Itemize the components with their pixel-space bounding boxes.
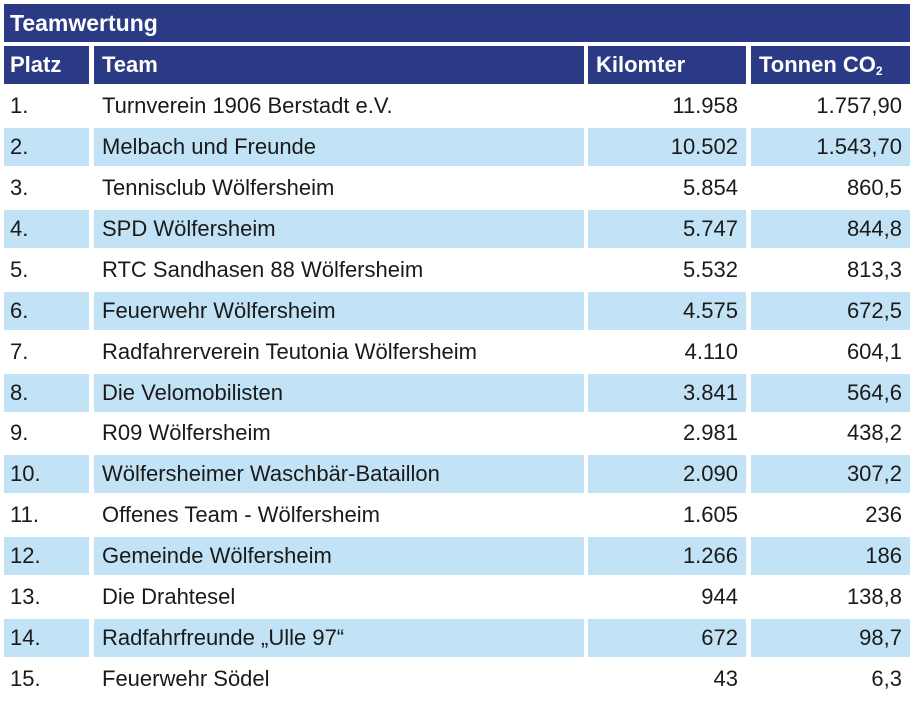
- cell-kilometer: 5.747: [588, 209, 746, 248]
- table-title: Teamwertung: [4, 4, 910, 42]
- cell-platz: 5.: [10, 256, 29, 282]
- cell-kilometer: 944: [701, 584, 738, 610]
- cell-platz: 15.: [10, 666, 41, 691]
- cell-platz: 1.: [10, 93, 29, 118]
- cell-platz: 9.: [10, 420, 29, 446]
- cell-tonnen-co2: 844,8: [751, 209, 910, 248]
- cell-platz: 4.: [4, 209, 89, 248]
- cell-kilometer: 5.854: [682, 174, 738, 200]
- cell-platz: 10.: [4, 455, 89, 494]
- table-row: 14. Radfahrfreunde „Ulle 97“ 672 98,7: [0, 619, 914, 660]
- header-platz: Platz: [4, 46, 89, 84]
- cell-tonnen-co2: 1.543,70: [751, 127, 910, 166]
- cell-tonnen-co2: 438,2: [846, 420, 902, 446]
- cell-kilometer: 4.110: [684, 338, 738, 364]
- cell-kilometer: 43: [713, 666, 738, 691]
- cell-platz: 2.: [4, 127, 89, 166]
- cell-tonnen-co2: 672,5: [751, 291, 910, 330]
- cell-tonnen-co2: 813,3: [846, 256, 902, 282]
- cell-team: Feuerwehr Södel: [102, 666, 270, 691]
- cell-team: Turnverein 1906 Berstadt e.V.: [102, 93, 393, 118]
- cell-platz: 12.: [4, 537, 89, 576]
- header-co2-label: Tonnen CO: [759, 52, 876, 77]
- cell-kilometer: 4.575: [588, 291, 746, 330]
- cell-tonnen-co2: 604,1: [846, 338, 902, 364]
- table-row: 3. Tennisclub Wölfersheim 5.854 860,5: [0, 169, 914, 210]
- table-row: 11. Offenes Team - Wölfersheim 1.605 236: [0, 496, 914, 537]
- cell-team: Gemeinde Wölfersheim: [94, 537, 584, 576]
- cell-team: Radfahrfreunde „Ulle 97“: [94, 619, 584, 658]
- cell-tonnen-co2: 6,3: [871, 666, 902, 691]
- cell-team: Tennisclub Wölfersheim: [102, 174, 335, 200]
- cell-tonnen-co2: 236: [865, 502, 902, 528]
- cell-tonnen-co2: 564,6: [751, 373, 910, 412]
- table-row: 12. Gemeinde Wölfersheim 1.266 186: [0, 537, 914, 578]
- table-row: 6. Feuerwehr Wölfersheim 4.575 672,5: [0, 291, 914, 333]
- cell-kilometer: 10.502: [588, 127, 746, 166]
- table-row: 10. Wölfersheimer Waschbär-Bataillon 2.090…: [0, 455, 914, 496]
- cell-kilometer: 2.981: [682, 420, 738, 446]
- table-header-row: Platz Team Kilomter Tonnen CO2: [0, 46, 914, 87]
- header-co2-subscript: 2: [875, 64, 883, 78]
- cell-team: Wölfersheimer Waschbär-Bataillon: [94, 455, 584, 494]
- cell-platz: 3.: [10, 174, 29, 200]
- cell-tonnen-co2: 1.757,90: [816, 93, 902, 118]
- cell-team: Melbach und Freunde: [94, 127, 584, 166]
- table-row: 4. SPD Wölfersheim 5.747 844,8: [0, 209, 914, 251]
- cell-platz: 7.: [10, 338, 29, 364]
- cell-tonnen-co2: 186: [751, 537, 910, 576]
- cell-platz: 13.: [10, 584, 41, 610]
- table-row: 8. Die Velomobilisten 3.841 564,6: [0, 373, 914, 415]
- cell-kilometer: 3.841: [588, 373, 746, 412]
- table-row: 5. RTC Sandhasen 88 Wölfersheim 5.532 813,3: [0, 251, 914, 292]
- cell-tonnen-co2: 98,7: [751, 619, 910, 658]
- table-row: 2. Melbach und Freunde 10.502 1.543,70: [0, 127, 914, 169]
- cell-kilometer: 1.605: [682, 502, 738, 528]
- header-kilometer: Kilomter: [588, 46, 746, 84]
- table-row: 15. Feuerwehr Södel 43 6,3: [0, 660, 914, 701]
- table-row: 1. Turnverein 1906 Berstadt e.V. 11.958 1.7…: [0, 87, 914, 128]
- cell-tonnen-co2: 138,8: [846, 584, 902, 610]
- table-row: 7. Radfahrerverein Teutonia Wölfersheim 4.…: [0, 333, 914, 374]
- cell-team: R09 Wölfersheim: [102, 420, 271, 446]
- table-row: 13. Die Drahtesel 944 138,8: [0, 578, 914, 619]
- cell-platz: 11.: [10, 502, 39, 528]
- cell-platz: 8.: [4, 373, 89, 412]
- cell-tonnen-co2: 860,5: [846, 174, 902, 200]
- cell-platz: 14.: [4, 619, 89, 658]
- cell-kilometer: 5.532: [682, 256, 738, 282]
- cell-team: Die Velomobilisten: [94, 373, 584, 412]
- cell-team: Feuerwehr Wölfersheim: [94, 291, 584, 330]
- cell-kilometer: 1.266: [588, 537, 746, 576]
- table-row: 9. R09 Wölfersheim 2.981 438,2: [0, 414, 914, 455]
- cell-kilometer: 672: [588, 619, 746, 658]
- header-team: Team: [94, 46, 584, 84]
- cell-kilometer: 11.958: [672, 93, 738, 118]
- cell-team: Die Drahtesel: [102, 584, 236, 610]
- cell-team: Radfahrerverein Teutonia Wölfersheim: [102, 338, 477, 364]
- cell-team: SPD Wölfersheim: [94, 209, 584, 248]
- cell-kilometer: 2.090: [588, 455, 746, 494]
- cell-tonnen-co2: 307,2: [751, 455, 910, 494]
- cell-team: RTC Sandhasen 88 Wölfersheim: [102, 256, 424, 282]
- header-tonnen-co2: Tonnen CO2: [751, 46, 910, 84]
- cell-platz: 6.: [4, 291, 89, 330]
- cell-team: Offenes Team - Wölfersheim: [102, 502, 380, 528]
